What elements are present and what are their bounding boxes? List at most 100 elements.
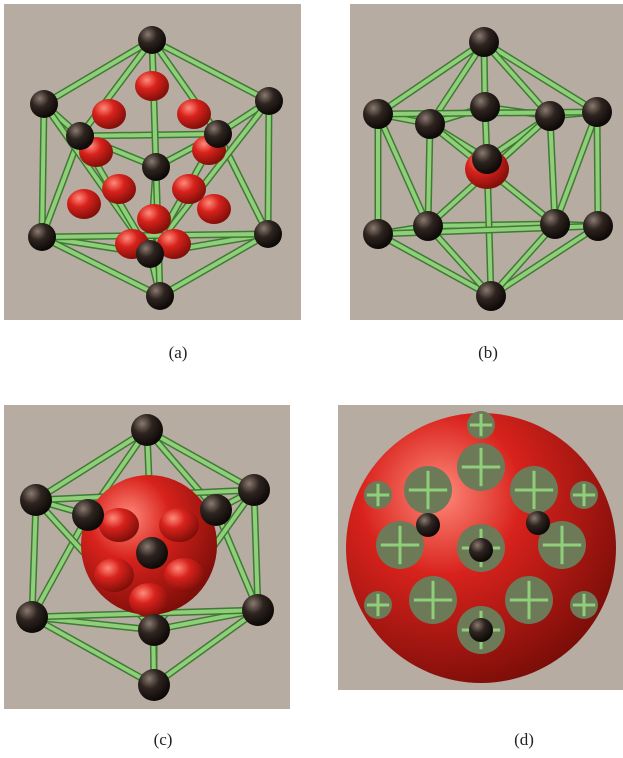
- density-lobe: [164, 558, 204, 592]
- bond-rod-highlight: [426, 122, 432, 228]
- bond-rod-highlight: [152, 608, 260, 687]
- density-lobe: [102, 174, 136, 204]
- panel-a-image: [4, 4, 301, 320]
- bond-rod-highlight: [252, 488, 260, 612]
- atom-sphere: [136, 537, 168, 569]
- density-lobe: [137, 204, 171, 234]
- atom-sphere: [535, 101, 565, 131]
- atom-sphere: [66, 122, 94, 150]
- bond-rod-highlight: [40, 134, 82, 239]
- bond-rod-highlight: [426, 224, 493, 298]
- panel-d-image: [338, 405, 623, 690]
- bond-rod-highlight: [42, 38, 154, 106]
- density-lobe: [177, 99, 211, 129]
- atom-sphere: [142, 153, 170, 181]
- atom-sphere: [200, 494, 232, 526]
- bond-rod-highlight: [158, 232, 270, 298]
- density-lobe: [92, 99, 126, 129]
- density-lobe: [67, 189, 101, 219]
- atom-sphere: [526, 511, 550, 535]
- atom-sphere: [415, 109, 445, 139]
- bond-rod-highlight: [482, 40, 552, 118]
- bond-rod-highlight: [376, 112, 430, 228]
- icosahedron-cluster-b: [363, 27, 613, 311]
- bond-rod-highlight: [40, 235, 162, 298]
- atom-sphere: [583, 211, 613, 241]
- bond-rod-highlight: [30, 615, 156, 687]
- density-lobe: [129, 583, 169, 617]
- bond-rod-highlight: [148, 99, 271, 256]
- density-shell-d: [346, 411, 616, 683]
- bond-rod-highlight: [489, 224, 600, 298]
- panel-c-image: [4, 405, 290, 709]
- atoms: [16, 414, 274, 701]
- atom-sphere: [416, 513, 440, 537]
- bond-rod-highlight: [145, 428, 256, 492]
- bond-rod-highlight: [30, 498, 38, 619]
- bond-rod-highlight: [553, 110, 599, 226]
- atom-sphere: [138, 614, 170, 646]
- atom-sphere: [363, 219, 393, 249]
- atom-sphere: [469, 27, 499, 57]
- atom-sphere: [469, 538, 493, 562]
- atom-sphere: [138, 669, 170, 701]
- bond-rod-highlight: [214, 508, 260, 612]
- bond-rod-highlight: [595, 110, 600, 228]
- icosahedron-cluster-c: [16, 414, 274, 701]
- atom-sphere: [72, 499, 104, 531]
- atom-sphere: [131, 414, 163, 446]
- bond-rod-highlight: [34, 428, 149, 502]
- bond-rod-highlight: [78, 132, 220, 138]
- atom-sphere: [472, 144, 502, 174]
- atom-sphere: [470, 92, 500, 122]
- caption-a: (a): [168, 343, 188, 362]
- panel-b-image: [350, 4, 623, 320]
- bond-rod-highlight: [266, 99, 271, 236]
- bond-rod-highlight: [482, 40, 599, 114]
- atom-sphere: [28, 223, 56, 251]
- atoms: [363, 27, 613, 311]
- atom-sphere: [540, 209, 570, 239]
- atom-sphere: [204, 120, 232, 148]
- bond-rod-highlight: [40, 232, 270, 239]
- atom-sphere: [469, 618, 493, 642]
- icosahedron-cluster-a: [28, 26, 283, 310]
- atom-sphere: [254, 220, 282, 248]
- caption-d: (d): [514, 730, 534, 749]
- bond-rod-highlight: [376, 40, 486, 116]
- density-lobe: [94, 558, 134, 592]
- atom-sphere: [238, 474, 270, 506]
- bond-rod-highlight: [145, 428, 218, 512]
- bond-rod-highlight: [548, 114, 557, 226]
- density-lobe: [197, 194, 231, 224]
- atom-sphere: [255, 87, 283, 115]
- density-lobe: [157, 229, 191, 259]
- atom-sphere: [136, 240, 164, 268]
- atom-sphere: [20, 484, 52, 516]
- atom-sphere: [476, 281, 506, 311]
- atom-sphere: [146, 282, 174, 310]
- density-lobe: [99, 508, 139, 542]
- atom-sphere: [30, 90, 58, 118]
- atom-sphere: [138, 26, 166, 54]
- bond-rod-highlight: [78, 38, 154, 138]
- density-lobe: [159, 508, 199, 542]
- density-lobes: [94, 508, 204, 617]
- density-lobe: [135, 71, 169, 101]
- caption-b: (b): [478, 343, 498, 362]
- atom-sphere: [582, 97, 612, 127]
- bond-rod-highlight: [489, 222, 557, 298]
- bond-rod-highlight: [376, 232, 493, 298]
- caption-c: (c): [153, 730, 173, 749]
- density-lobe: [172, 174, 206, 204]
- atom-sphere: [242, 594, 274, 626]
- atom-sphere: [363, 99, 393, 129]
- atoms: [416, 511, 550, 642]
- bond-rod-highlight: [40, 102, 46, 239]
- atoms: [28, 26, 283, 310]
- bond-rod-highlight: [150, 38, 271, 103]
- bond-rod-highlight: [30, 513, 90, 619]
- bond-rod-highlight: [150, 38, 158, 169]
- atom-sphere: [413, 211, 443, 241]
- atom-sphere: [16, 601, 48, 633]
